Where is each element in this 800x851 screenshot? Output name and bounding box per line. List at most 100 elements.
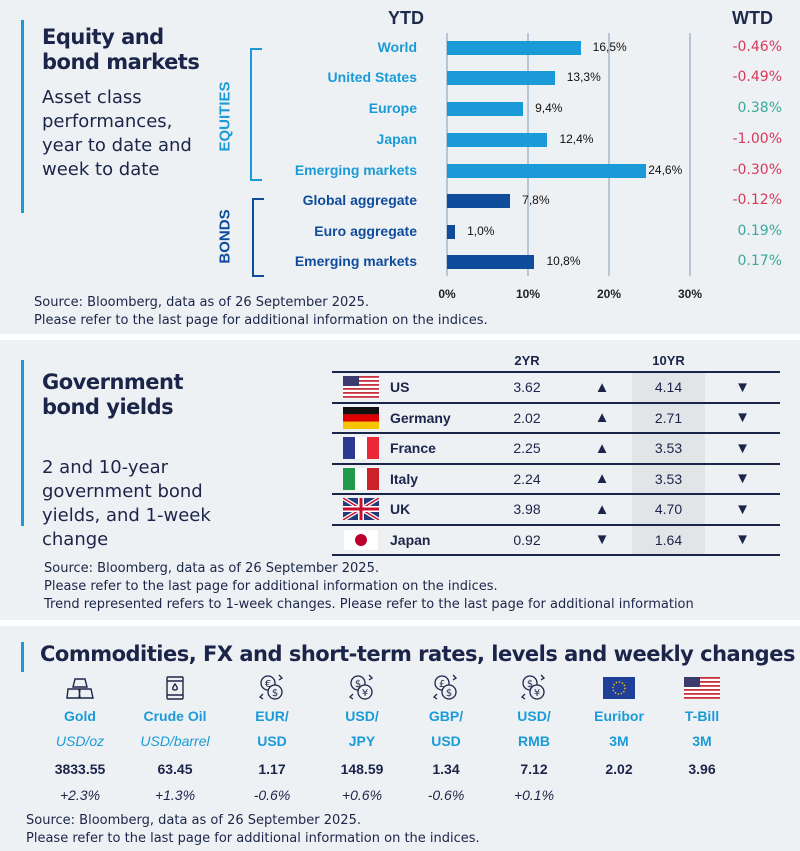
trend-down-icon: ▼: [705, 432, 780, 464]
item-sublabel: JPY: [348, 733, 376, 749]
fr-flag-icon: [332, 432, 390, 464]
svg-text:$: $: [355, 679, 361, 690]
gold-bars-icon: [35, 672, 125, 704]
wtd-value: -1.00%: [732, 131, 782, 147]
eu-flag-icon: [574, 672, 664, 704]
item-change: +1.3%: [154, 787, 196, 803]
trend-down-icon: ▼: [705, 493, 780, 525]
trend-down-icon: ▼: [705, 371, 780, 403]
item-change: +0.6%: [341, 787, 383, 803]
table-row: Italy 2.24 ▲ 3.53 ▼: [332, 462, 780, 494]
accent-bar: [21, 642, 24, 672]
source-text: Source: Bloomberg, data as of 26 Septemb…: [44, 561, 379, 576]
svg-text:¥: ¥: [534, 688, 540, 699]
data-label: 16,5%: [592, 40, 627, 54]
data-label: 10,8%: [546, 254, 581, 268]
yield-2yr: 3.62: [482, 371, 572, 403]
wtd-value: -0.30%: [732, 162, 782, 178]
uk-flag-icon: [332, 493, 390, 525]
jp-flag-icon: [332, 523, 390, 556]
data-label: 9,4%: [535, 101, 563, 115]
market-item: Gold USD/oz 3833.55 +2.3%: [35, 672, 125, 803]
item-value: 1.34: [432, 761, 460, 777]
category-label: Emerging markets: [294, 253, 417, 269]
svg-text:$: $: [446, 688, 452, 699]
country-name: France: [390, 432, 482, 464]
source-text: Source: Bloomberg, data as of 26 Septemb…: [26, 813, 361, 828]
item-value: 3.96: [688, 761, 716, 777]
category-label: Japan: [376, 131, 417, 147]
country-name: Japan: [390, 523, 482, 556]
yield-2yr: 2.24: [482, 462, 572, 494]
bond-yields-table: 2YR 10YR US 3.62 ▲ 4.14 ▼ Germany 2.02 ▲…: [332, 350, 780, 556]
trend-down-icon: ▼: [705, 523, 780, 556]
header-2yr: 2YR: [514, 353, 540, 368]
gridline: [689, 33, 691, 276]
x-tick-label: 0%: [438, 287, 456, 301]
country-name: US: [390, 371, 482, 403]
item-change: -0.6%: [253, 787, 291, 803]
item-value: 1.17: [258, 761, 286, 777]
item-label: USD/: [517, 708, 551, 724]
svg-text:$: $: [527, 679, 533, 690]
dollar-yen-exchange-icon: $ ¥: [317, 672, 407, 704]
trend-up-icon: ▲: [572, 401, 632, 433]
table-row: UK 3.98 ▲ 4.70 ▼: [332, 493, 780, 525]
yield-2yr: 3.98: [482, 493, 572, 525]
category-label: Emerging markets: [294, 162, 417, 178]
gridline: [608, 33, 610, 276]
yield-10yr: 4.70: [632, 493, 705, 525]
section-title: Commodities, FX and short-term rates, le…: [40, 642, 795, 666]
yield-10yr: 3.53: [632, 432, 705, 464]
table-row: Japan 0.92 ▼ 1.64 ▼: [332, 523, 780, 556]
accent-bar: [21, 20, 24, 213]
item-sublabel: 3M: [609, 733, 629, 749]
country-name: Italy: [390, 462, 482, 494]
svg-text:¥: ¥: [362, 688, 368, 699]
oil-barrel-icon: [130, 672, 220, 704]
equities-bracket: [250, 48, 262, 181]
svg-text:£: £: [439, 679, 445, 690]
item-label: Crude Oil: [143, 708, 207, 724]
wtd-value: -0.46%: [732, 39, 782, 55]
equities-group-label: EQUITIES: [216, 81, 234, 152]
trend-up-icon: ▲: [572, 462, 632, 494]
data-label: 7,8%: [522, 193, 550, 207]
data-label: 12,4%: [559, 132, 594, 146]
bonds-group-label: BONDS: [216, 209, 234, 264]
item-change: -0.6%: [427, 787, 465, 803]
pound-dollar-exchange-icon: £ $: [401, 672, 491, 704]
item-label: T-Bill: [684, 708, 720, 724]
category-label: United States: [327, 69, 417, 85]
yield-2yr: 2.25: [482, 432, 572, 464]
euro-dollar-exchange-icon: € $: [227, 672, 317, 704]
item-sublabel: USD: [431, 733, 461, 749]
wtd-value: -0.49%: [732, 69, 782, 85]
wtd-value: 0.38%: [737, 100, 782, 116]
trend-down-icon: ▼: [572, 523, 632, 556]
trend-down-icon: ▼: [705, 462, 780, 494]
bar: [447, 255, 535, 269]
table-row: France 2.25 ▲ 3.53 ▼: [332, 432, 780, 464]
trend-up-icon: ▲: [572, 493, 632, 525]
country-name: Germany: [390, 401, 482, 433]
section-subtitle: 2 and 10-year government bond yields, an…: [42, 457, 211, 550]
yield-10yr: 4.14: [632, 371, 705, 403]
data-label: 13,3%: [566, 70, 601, 84]
yield-10yr: 3.53: [632, 462, 705, 494]
bar: [447, 194, 511, 208]
header-10yr: 10YR: [652, 353, 685, 368]
ytd-header: YTD: [388, 8, 424, 28]
wtd-header: WTD: [732, 8, 773, 28]
category-label: Europe: [368, 100, 417, 116]
market-item: T-Bill 3M 3.96: [657, 672, 747, 787]
section-title: Government bond yields: [42, 370, 184, 419]
wtd-value: -0.12%: [732, 192, 782, 208]
item-label: GBP/: [428, 708, 464, 724]
market-item: $ ¥ USD/ JPY 148.59 +0.6%: [317, 672, 407, 803]
item-label: EUR/: [255, 708, 289, 724]
data-label: 24,6%: [648, 163, 683, 177]
item-change: +0.1%: [513, 787, 555, 803]
trend-up-icon: ▲: [572, 371, 632, 403]
wtd-value: 0.17%: [737, 253, 782, 269]
